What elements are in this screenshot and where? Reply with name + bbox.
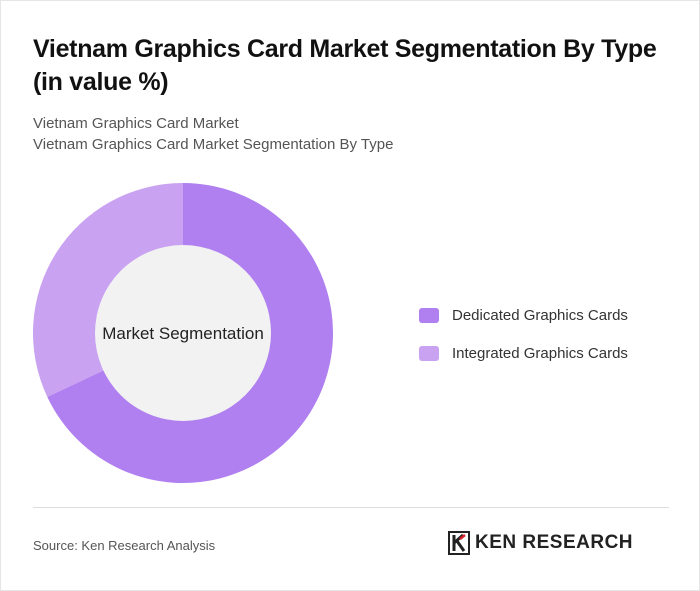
donut-center xyxy=(95,245,271,421)
ken-research-logo-text: KEN RESEARCH xyxy=(475,532,634,553)
donut-center-label: Market Segmentation xyxy=(102,324,264,343)
legend-label-integrated: Integrated Graphics Cards xyxy=(452,344,628,362)
chart-subtitle-segmentation: Vietnam Graphics Card Market Segmentatio… xyxy=(33,136,394,153)
ken-research-logo: KEN RESEARCH xyxy=(448,531,633,555)
chart-legend: Dedicated Graphics Cards Integrated Grap… xyxy=(419,305,628,381)
legend-swatch-integrated xyxy=(419,345,439,361)
donut-chart: Market Segmentation xyxy=(32,183,334,483)
legend-label-dedicated: Dedicated Graphics Cards xyxy=(452,306,628,324)
donut-chart-area: Market Segmentation xyxy=(1,161,700,501)
legend-item-dedicated[interactable]: Dedicated Graphics Cards xyxy=(419,305,628,325)
chart-title: Vietnam Graphics Card Market Segmentatio… xyxy=(33,35,657,96)
legend-swatch-dedicated xyxy=(419,307,439,323)
ken-research-logo-icon xyxy=(448,531,470,555)
source-note: Source: Ken Research Analysis xyxy=(33,538,216,553)
chart-subtitle-market: Vietnam Graphics Card Market xyxy=(33,115,239,132)
footer-divider xyxy=(33,507,669,508)
legend-item-integrated[interactable]: Integrated Graphics Cards xyxy=(419,343,628,363)
